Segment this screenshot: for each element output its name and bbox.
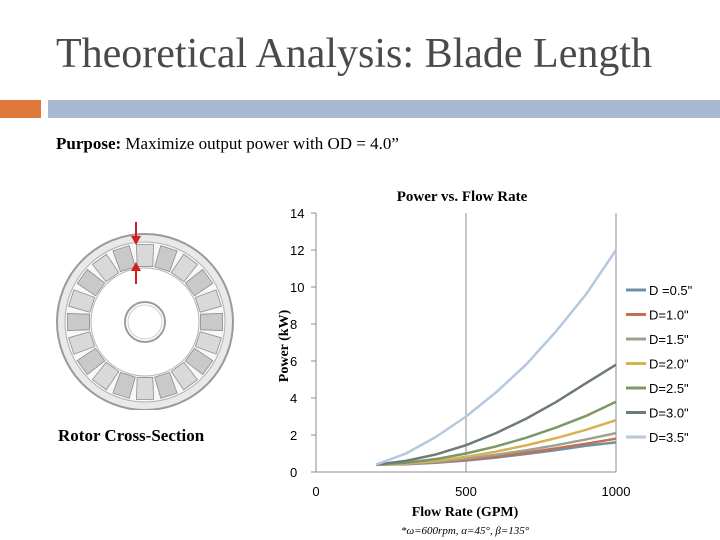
y-tick-label: 8	[290, 317, 297, 332]
rotor-caption: Rotor Cross-Section	[58, 426, 205, 445]
purpose-text: Maximize output power with OD = 4.0”	[121, 134, 399, 153]
rotor-blade	[170, 361, 199, 391]
rotor-blade	[194, 331, 222, 355]
legend-label: D=2.0"	[649, 357, 689, 372]
rotor-blade	[76, 268, 106, 297]
rotor-blade	[67, 313, 90, 331]
rotor-blade	[200, 313, 223, 331]
slide-title: Theoretical Analysis: Blade Length	[56, 31, 652, 77]
rotor-blade	[170, 253, 199, 283]
legend-label: D=1.0"	[649, 308, 689, 323]
series-line	[375, 249, 618, 466]
rotor-blade	[136, 377, 154, 400]
series-line	[375, 363, 617, 466]
legend-label: D=1.5"	[649, 332, 689, 347]
rotor-blade	[194, 289, 222, 313]
purpose-label: Purpose:	[56, 134, 122, 153]
x-tick-label: 0	[312, 484, 319, 499]
y-tick-label: 14	[290, 206, 304, 221]
rotor-blade	[68, 289, 96, 313]
chart-footnote: *ω=600rpm, α=45°, β=135°	[401, 525, 530, 537]
y-tick-label: 4	[290, 391, 297, 406]
rotor-blade	[76, 347, 106, 376]
y-tick-label: 2	[290, 428, 297, 443]
rotor-blade	[91, 253, 120, 283]
legend-label: D=2.5"	[649, 381, 689, 396]
rotor-blade	[184, 347, 214, 376]
chart-title: Power vs. Flow Rate	[397, 189, 528, 205]
rotor-blade	[136, 244, 154, 267]
y-axis-label: Power (kW)	[277, 309, 292, 382]
y-tick-label: 6	[290, 354, 297, 369]
x-axis-label: Flow Rate (GPM)	[412, 505, 519, 520]
series-line	[375, 400, 617, 466]
legend-label: D =0.5"	[649, 283, 693, 298]
y-tick-label: 10	[290, 280, 304, 295]
x-tick-label: 1000	[602, 484, 631, 499]
x-tick-label: 500	[455, 484, 477, 499]
rotor-blade	[91, 361, 120, 391]
purpose-statement: Purpose: Maximize output power with OD =…	[56, 134, 399, 154]
y-tick-label: 12	[290, 243, 304, 258]
rotor-blade	[112, 371, 136, 399]
rotor-blade	[154, 245, 178, 273]
rotor-blade	[184, 268, 214, 297]
accent-bar-blue	[48, 100, 720, 118]
rotor-blade	[68, 331, 96, 355]
y-tick-label: 0	[290, 465, 297, 480]
accent-bar-orange	[0, 100, 41, 118]
legend-label: D=3.0"	[649, 406, 689, 421]
rotor-blade	[154, 371, 178, 399]
legend-label: D=3.5"	[649, 430, 689, 445]
rotor-image	[40, 220, 250, 411]
